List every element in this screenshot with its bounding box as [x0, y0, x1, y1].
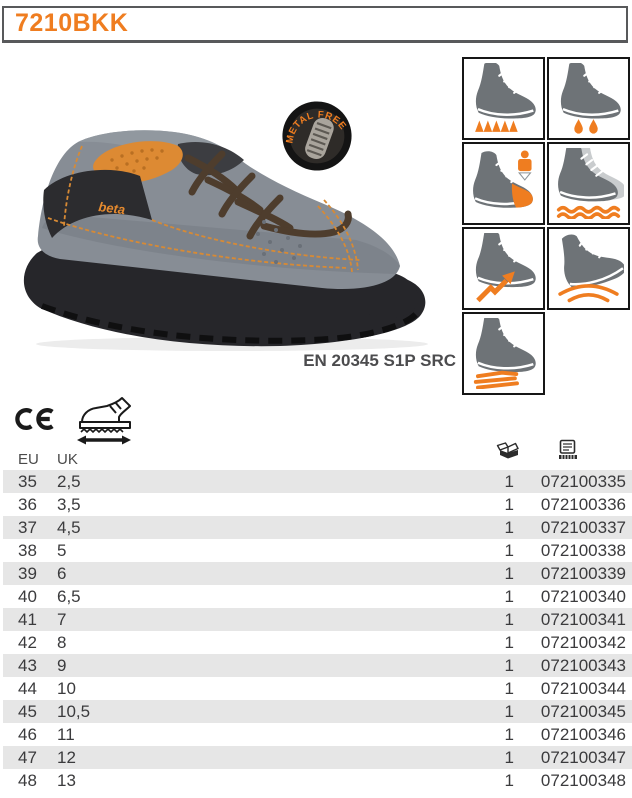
- eu-cell: 37: [18, 518, 37, 537]
- eu-cell: 42: [18, 633, 37, 652]
- code-cell: 072100338: [540, 541, 626, 560]
- qty-cell: 1: [504, 679, 514, 698]
- code-cell: 072100341: [540, 610, 626, 629]
- code-cell: 072100336: [540, 495, 626, 514]
- size-table-row: 45 10,5 1 072100345: [3, 700, 632, 723]
- size-table-row: 46 11 1 072100346: [3, 723, 632, 746]
- size-table-header: EU UK: [0, 438, 632, 470]
- pictogram-boot-heel-arc-icon: [547, 227, 630, 310]
- pictogram-boot-waves-icon: [547, 142, 630, 225]
- qty-cell: 1: [504, 564, 514, 583]
- uk-cell: 13: [57, 771, 76, 790]
- qty-cell: 1: [504, 472, 514, 491]
- uk-cell: 2,5: [57, 472, 81, 491]
- pictogram-boot-lightning-icon: [462, 227, 545, 310]
- uk-cell: 10: [57, 679, 76, 698]
- size-table-row: 48 13 1 072100348: [3, 769, 632, 792]
- eu-cell: 39: [18, 564, 37, 583]
- uk-cell: 4,5: [57, 518, 81, 537]
- code-cell: 072100344: [540, 679, 626, 698]
- code-cell: 072100340: [540, 587, 626, 606]
- eu-cell: 36: [18, 495, 37, 514]
- pictogram-boot-slip-icon: [462, 312, 545, 395]
- qty-cell: 1: [504, 725, 514, 744]
- qty-cell: 1: [504, 541, 514, 560]
- code-cell: 072100335: [540, 472, 626, 491]
- code-cell: 072100348: [540, 771, 626, 790]
- qty-cell: 1: [504, 748, 514, 767]
- uk-cell: 10,5: [57, 702, 91, 721]
- eu-cell: 45: [18, 702, 37, 721]
- uk-column-header: UK: [57, 451, 78, 468]
- eu-cell: 48: [18, 771, 37, 790]
- eu-cell: 47: [18, 748, 37, 767]
- ce-mark-icon: [15, 408, 54, 430]
- standard-text: EN 20345 S1P SRC: [303, 351, 456, 370]
- qty-cell: 1: [504, 702, 514, 721]
- code-cell: 072100339: [540, 564, 626, 583]
- size-table-row: 41 7 1 072100341: [3, 608, 632, 631]
- size-table-row: 40 6,5 1 072100340: [3, 585, 632, 608]
- uk-cell: 7: [57, 610, 67, 629]
- code-cell: 072100346: [540, 725, 626, 744]
- size-table-row: 44 10 1 072100344: [3, 677, 632, 700]
- size-table-row: 42 8 1 072100342: [3, 631, 632, 654]
- code-cell: 072100337: [540, 518, 626, 537]
- qty-cell: 1: [504, 771, 514, 790]
- brand-logo: beta: [98, 199, 126, 217]
- eu-cell: 40: [18, 587, 37, 606]
- qty-cell: 1: [504, 610, 514, 629]
- shoe-width-arrow-icon: [77, 397, 131, 445]
- eu-cell: 35: [18, 472, 37, 491]
- size-table-row: 37 4,5 1 072100337: [3, 516, 632, 539]
- pictogram-boot-toecap-icon: [462, 142, 545, 225]
- eu-cell: 44: [18, 679, 37, 698]
- eu-cell: 38: [18, 541, 37, 560]
- eu-cell: 46: [18, 725, 37, 744]
- size-table-row: 47 12 1 072100347: [3, 746, 632, 769]
- code-cell: 072100345: [540, 702, 626, 721]
- eu-cell: 41: [18, 610, 37, 629]
- eu-column-header: EU: [18, 451, 39, 468]
- package-icon: [496, 442, 519, 459]
- pictogram-boot-spikes-icon: [462, 57, 545, 140]
- size-table-row: 38 5 1 072100338: [3, 539, 632, 562]
- barcode-label-icon: [559, 439, 577, 459]
- code-cell: 072100342: [540, 633, 626, 652]
- qty-cell: 1: [504, 518, 514, 537]
- code-cell: 072100347: [540, 748, 626, 767]
- uk-cell: 6: [57, 564, 67, 583]
- uk-cell: 8: [57, 633, 67, 652]
- product-code-header: 7210BKK: [2, 6, 628, 43]
- qty-cell: 1: [504, 495, 514, 514]
- uk-cell: 3,5: [57, 495, 81, 514]
- uk-cell: 11: [57, 725, 75, 744]
- pictogram-boot-drops-icon: [547, 57, 630, 140]
- uk-cell: 5: [57, 541, 67, 560]
- qty-cell: 1: [504, 587, 514, 606]
- qty-cell: 1: [504, 633, 514, 652]
- qty-cell: 1: [504, 656, 514, 675]
- metal-free-badge: METAL FREE: [278, 101, 352, 171]
- size-table-body: 35 2,5 1 072100335 36 3,5 1 072100336 37 4,5 1 0721…: [0, 470, 632, 792]
- code-cell: 072100343: [540, 656, 626, 675]
- size-table-row: 36 3,5 1 072100336: [3, 493, 632, 516]
- size-table-row: 43 9 1 072100343: [3, 654, 632, 677]
- pictogram-grid: [462, 57, 630, 395]
- size-table-row: 39 6 1 072100339: [3, 562, 632, 585]
- size-table-row: 35 2,5 1 072100335: [3, 470, 632, 493]
- uk-cell: 6,5: [57, 587, 81, 606]
- uk-cell: 12: [57, 748, 76, 767]
- uk-cell: 9: [57, 656, 67, 675]
- product-photo: beta: [23, 130, 428, 351]
- eu-cell: 43: [18, 656, 37, 675]
- product-code: 7210BKK: [15, 9, 129, 37]
